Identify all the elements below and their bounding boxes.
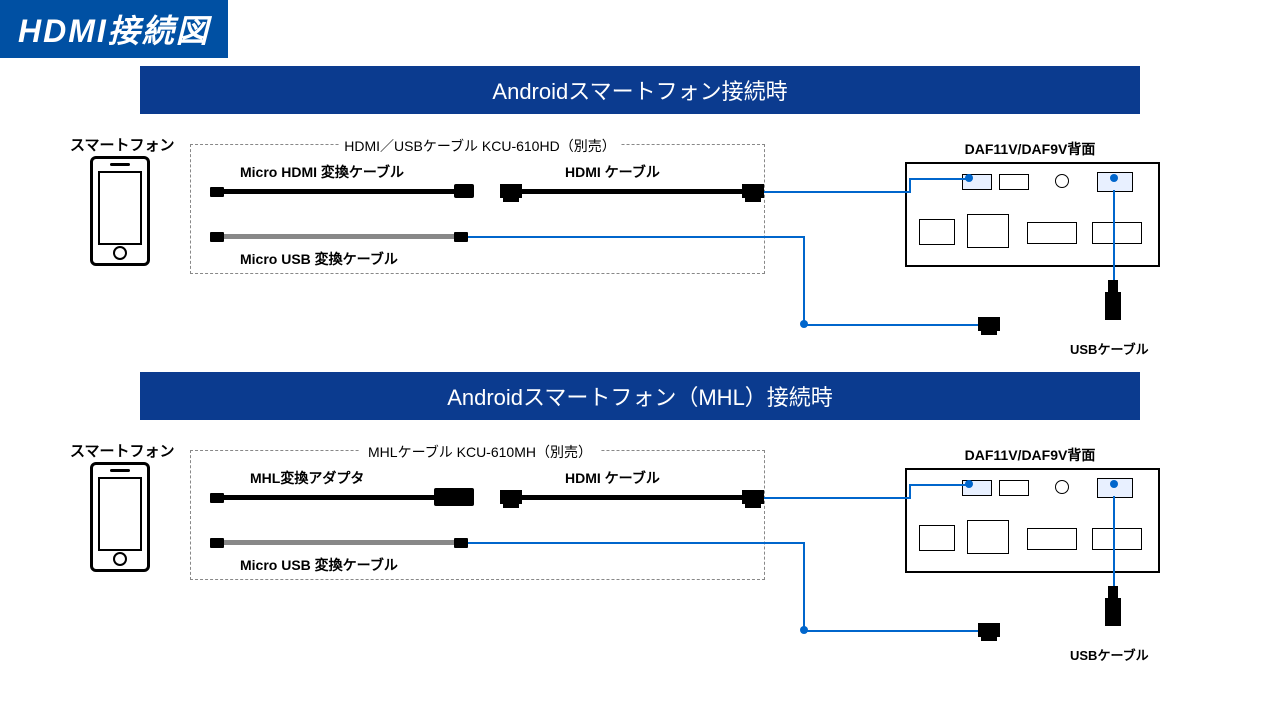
hu-port-round-2 [1055,480,1069,494]
hu-port-bl3-2 [1027,528,1077,550]
wire-hdmi-2a [764,497,909,499]
cable-hdmi-2 [522,495,742,500]
wire-usb-dot-1 [800,320,808,328]
usb-plug-2 [1105,598,1121,626]
wire-hdmi-dot-2 [965,480,973,488]
cable-top-label-2: MHL変換アダプタ [250,468,364,488]
cable-micro-usb-2 [224,540,454,545]
hu-port-2 [999,174,1029,190]
conn-micro-usb-right-2 [454,538,468,548]
conn-mhl-left [210,493,224,503]
conn-hdmi-right-2 [742,490,764,504]
hu-port-bl1 [919,219,955,245]
cable-mid-label-2: HDMI ケーブル [565,468,660,488]
section-1-title: Androidスマートフォン接続時 [140,66,1140,114]
wire-hdmi-1b [909,178,911,193]
cable-micro-usb-1 [224,234,454,239]
cable-bot-label-2: Micro USB 変換ケーブル [240,555,398,575]
device-label-2: DAF11V/DAF9V背面 [930,445,1130,465]
hu-port-bl2-2 [967,520,1009,554]
usb-label-2: USBケーブル [1070,645,1149,664]
page-title: HDMI接続図 [0,0,228,58]
wire-usb-1c [803,324,978,326]
conn-micro-usb-left-1 [210,232,224,242]
wire-usb-1a [468,236,803,238]
diagram-1: スマートフォン HDMI／USBケーブル KCU-610HD（別売） Micro… [60,114,1220,364]
conn-hdmi-left-2 [500,490,522,504]
usb-label-1: USBケーブル [1070,339,1149,358]
hu-port-2b [999,480,1029,496]
cable-bot-label-1: Micro USB 変換ケーブル [240,249,398,269]
conn-mhl-right [434,488,474,506]
conn-micro-hdmi-right [454,184,474,198]
wire-usb-1b [803,236,805,324]
device-label-1: DAF11V/DAF9V背面 [930,139,1130,159]
hu-port-bl4-2 [1092,528,1142,550]
hu-port-bl3 [1027,222,1077,244]
usb-conn-bottom-2 [978,623,1000,637]
wire-usb-dot-2 [800,626,808,634]
conn-micro-usb-left-2 [210,538,224,548]
conn-micro-usb-right-1 [454,232,468,242]
hu-port-bl2 [967,214,1009,248]
phone-label-1: スマートフォン [70,134,175,155]
cable-mid-label-1: HDMI ケーブル [565,162,660,182]
hu-port-bl1-2 [919,525,955,551]
usb-conn-bottom-1 [978,317,1000,331]
conn-hdmi-right-1 [742,184,764,198]
smartphone-icon [90,156,150,266]
cable-micro-hdmi [224,189,454,194]
wire-usb-2a [468,542,803,544]
wire-hdmi-2b [909,484,911,499]
cable-top-label-1: Micro HDMI 変換ケーブル [240,162,404,182]
cable-group-label-2: MHLケーブル KCU-610MH（別売） [360,442,600,462]
usb-plug-dot-1 [1110,174,1118,182]
phone-label-2: スマートフォン [70,440,175,461]
section-2-title: Androidスマートフォン（MHL）接続時 [140,372,1140,420]
smartphone-icon-2 [90,462,150,572]
wire-hdmi-1a [764,191,909,193]
conn-hdmi-left-1 [500,184,522,198]
cable-group-label-1: HDMI／USBケーブル KCU-610HD（別売） [340,136,620,156]
hu-port-round [1055,174,1069,188]
usb-plug-1 [1105,292,1121,320]
cable-hdmi-1 [522,189,742,194]
wire-hdmi-1c [909,178,969,180]
hu-port-bl4 [1092,222,1142,244]
wire-usb-drop-1 [1113,190,1115,280]
wire-hdmi-dot-1 [965,174,973,182]
usb-plug-dot-2 [1110,480,1118,488]
wire-hdmi-2c [909,484,969,486]
cable-mhl [224,495,434,500]
diagram-2: スマートフォン MHLケーブル KCU-610MH（別売） MHL変換アダプタ … [60,420,1220,670]
wire-usb-2b [803,542,805,630]
wire-usb-2c [803,630,978,632]
wire-usb-drop-2 [1113,496,1115,586]
conn-micro-hdmi-left [210,187,224,197]
